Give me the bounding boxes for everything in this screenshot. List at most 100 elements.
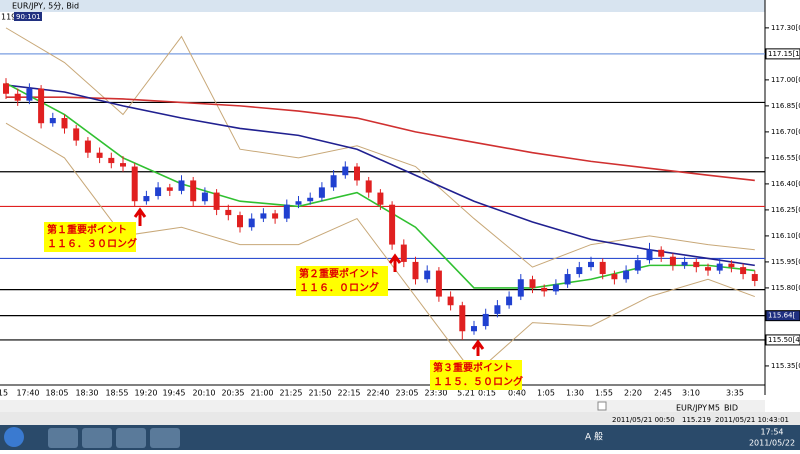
candle-body bbox=[646, 249, 653, 261]
candle-body bbox=[599, 261, 606, 275]
toolbar-side[interactable]: BID bbox=[724, 404, 738, 413]
candle-body bbox=[506, 296, 513, 306]
y-tick-label: 116.55[0] bbox=[771, 154, 800, 162]
x-tick-label: 18:55 bbox=[105, 389, 128, 398]
price-box bbox=[765, 334, 800, 346]
x-tick-label: 0:15 bbox=[478, 389, 496, 398]
candle-body bbox=[178, 180, 185, 191]
candle-body bbox=[482, 313, 489, 327]
candle-body bbox=[96, 152, 103, 158]
candle-body bbox=[389, 204, 396, 245]
candle-body bbox=[260, 213, 267, 219]
candle-body bbox=[365, 180, 372, 193]
candle-body bbox=[248, 218, 255, 228]
y-tick-label: 116.70[0] bbox=[771, 128, 800, 136]
ime[interactable]: A 般 bbox=[585, 431, 603, 443]
corner-box-label: 90:101 bbox=[16, 13, 41, 21]
candle-body bbox=[716, 263, 723, 271]
price-box bbox=[765, 48, 800, 60]
indicator-line bbox=[6, 96, 755, 182]
x-tick-label: 3:10 bbox=[682, 389, 700, 398]
x-tick-label: 1:30 bbox=[566, 389, 584, 398]
candle-body bbox=[84, 140, 91, 153]
corner-label: 119 bbox=[1, 13, 16, 22]
candle-body bbox=[412, 261, 419, 280]
candle-body bbox=[143, 196, 150, 202]
scroll-thumb[interactable] bbox=[597, 401, 607, 411]
task-icon[interactable] bbox=[150, 428, 180, 448]
candle-body bbox=[552, 284, 559, 292]
task-icon[interactable] bbox=[82, 428, 112, 448]
y-tick-label: 116.10[0] bbox=[771, 232, 800, 240]
price-box-label: 117.15[1] bbox=[768, 50, 800, 58]
start-button[interactable] bbox=[4, 427, 24, 447]
candle-body bbox=[564, 274, 571, 285]
candle-body bbox=[494, 305, 501, 314]
price-box bbox=[765, 310, 800, 322]
price-box-label: 115.50[4] bbox=[768, 336, 800, 344]
y-tick-label: 117.30[0] bbox=[771, 24, 800, 32]
y-tick-label: 116.85[0] bbox=[771, 102, 800, 110]
annotation-box bbox=[430, 360, 522, 390]
scroll-bar[interactable] bbox=[0, 400, 765, 412]
x-tick-label: 21:50 bbox=[308, 389, 331, 398]
candle-body bbox=[213, 192, 220, 210]
candle-body bbox=[400, 244, 407, 262]
toolbar-symbol[interactable]: EUR/JPY bbox=[676, 404, 707, 413]
annotation-box bbox=[296, 266, 388, 296]
x-tick-label: 20:10 bbox=[192, 389, 215, 398]
candle-body bbox=[38, 88, 45, 124]
clock-date: 2011/05/22 bbox=[749, 439, 795, 448]
status-bar bbox=[0, 412, 800, 425]
status-right: 2011/05/21 10:43:01 bbox=[715, 416, 789, 424]
candle-body bbox=[73, 128, 80, 141]
candle-body bbox=[120, 163, 126, 167]
candle-body bbox=[471, 326, 477, 332]
candle-body bbox=[318, 187, 325, 198]
task-icon[interactable] bbox=[48, 428, 78, 448]
x-tick-label: 23:30 bbox=[424, 389, 447, 398]
candle-body bbox=[108, 157, 115, 164]
candle-body bbox=[283, 204, 290, 219]
candle-body bbox=[529, 279, 536, 288]
status-price: 115.219 bbox=[682, 416, 711, 424]
x-tick-label: 22:15 bbox=[337, 389, 360, 398]
price-box-label: 115.64[ bbox=[768, 312, 795, 320]
x-tick-label: 18:05 bbox=[45, 389, 68, 398]
task-icon[interactable] bbox=[116, 428, 146, 448]
x-tick-label: 3:35 bbox=[726, 389, 744, 398]
toolbar-period[interactable]: M5 bbox=[708, 404, 720, 413]
x-tick-label: 2:20 bbox=[624, 389, 642, 398]
x-tick-label: 19:20 bbox=[134, 389, 157, 398]
indicator-line bbox=[5, 84, 755, 267]
candle-body bbox=[272, 213, 279, 219]
clock-time: 17:54 bbox=[760, 428, 783, 437]
window-title: EUR/JPY, 5分, Bid bbox=[12, 2, 79, 11]
corner-box bbox=[14, 12, 42, 21]
annotation-title: 第２重要ポイント bbox=[299, 267, 379, 280]
candle-body bbox=[588, 261, 594, 268]
candle-body bbox=[377, 192, 384, 205]
x-tick-label: 20:35 bbox=[221, 389, 244, 398]
arrow bbox=[133, 207, 147, 226]
candle-body bbox=[447, 296, 454, 306]
y-tick-label: 116.40[0] bbox=[771, 180, 800, 188]
candle-body bbox=[237, 215, 243, 228]
candle-body bbox=[459, 305, 466, 332]
y-tick-label: 115.35[0] bbox=[771, 362, 800, 370]
x-tick-label: 22:40 bbox=[366, 389, 389, 398]
candle-body bbox=[14, 93, 21, 101]
plot: 117.30[0] 117.00[0] 116.85[0] 116.70[0] 116.… bbox=[0, 24, 800, 398]
candle-body bbox=[131, 166, 138, 202]
candle-body bbox=[49, 118, 56, 124]
annotation-text: １１５．５０ロング bbox=[433, 375, 523, 388]
candle-body bbox=[201, 192, 208, 202]
candle-body bbox=[342, 166, 349, 176]
y-tick-label: 115.95[0] bbox=[771, 258, 800, 266]
candle-body bbox=[705, 267, 711, 271]
x-tick-label: 1:55 bbox=[595, 389, 613, 398]
candle-body bbox=[307, 197, 314, 202]
candle-body bbox=[424, 270, 431, 280]
x-tick-label: 5.21 bbox=[457, 389, 475, 398]
